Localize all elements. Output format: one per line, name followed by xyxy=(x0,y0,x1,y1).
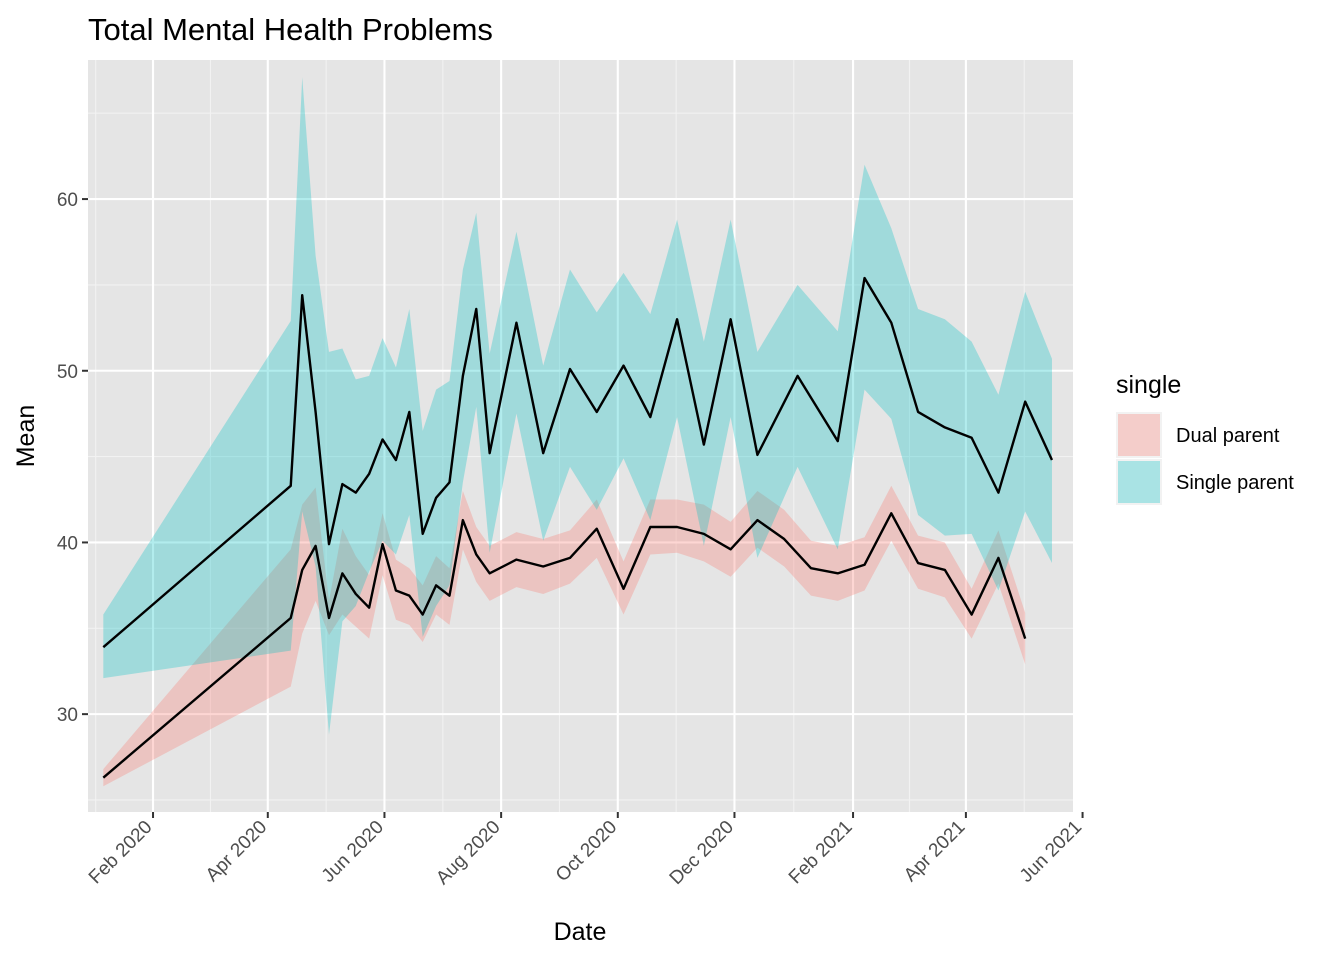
x-axis: Feb 2020 Apr 2020 Jun 2020 Aug 2020 Oct 2020… xyxy=(85,812,1086,889)
y-tick-label: 60 xyxy=(57,190,78,211)
x-tick-label: Aug 2020 xyxy=(432,817,504,889)
minor-gridlines xyxy=(88,60,1073,812)
legend-key xyxy=(1116,459,1162,505)
legend-swatch xyxy=(1118,461,1160,503)
legend-key xyxy=(1116,412,1162,458)
confidence-ribbons xyxy=(103,77,1052,787)
x-tick-label: Jun 2020 xyxy=(318,817,388,887)
x-tick-label: Feb 2021 xyxy=(785,817,857,889)
x-tick-label: Jun 2021 xyxy=(1016,817,1086,887)
series-line xyxy=(102,276,1054,649)
y-tick-label: 50 xyxy=(57,362,78,383)
ribbon xyxy=(103,485,1026,787)
ribbon xyxy=(103,77,1052,735)
legend-label: Single parent xyxy=(1176,472,1294,494)
x-tick-label: Apr 2020 xyxy=(202,817,271,886)
x-tick-label: Apr 2021 xyxy=(900,817,969,886)
legend-label: Dual parent xyxy=(1176,425,1280,447)
series-line xyxy=(102,512,1027,779)
legend-swatch xyxy=(1118,414,1160,456)
x-tick-label: Dec 2020 xyxy=(666,817,738,889)
legend-title: single xyxy=(1116,371,1181,399)
legend: single Dual parent Single parent xyxy=(1116,371,1294,505)
y-axis-title: Mean xyxy=(12,405,40,468)
x-tick-label: Feb 2020 xyxy=(85,817,157,889)
x-tick-label: Oct 2020 xyxy=(552,817,621,886)
chart-title: Total Mental Health Problems xyxy=(88,12,493,47)
plot-panel xyxy=(88,60,1073,812)
x-axis-title: Date xyxy=(554,918,607,946)
major-gridlines xyxy=(88,60,1084,812)
y-axis: 30 40 50 60 xyxy=(57,190,88,726)
y-tick-label: 30 xyxy=(57,705,78,726)
series-lines xyxy=(102,276,1054,779)
y-tick-label: 40 xyxy=(57,533,78,554)
